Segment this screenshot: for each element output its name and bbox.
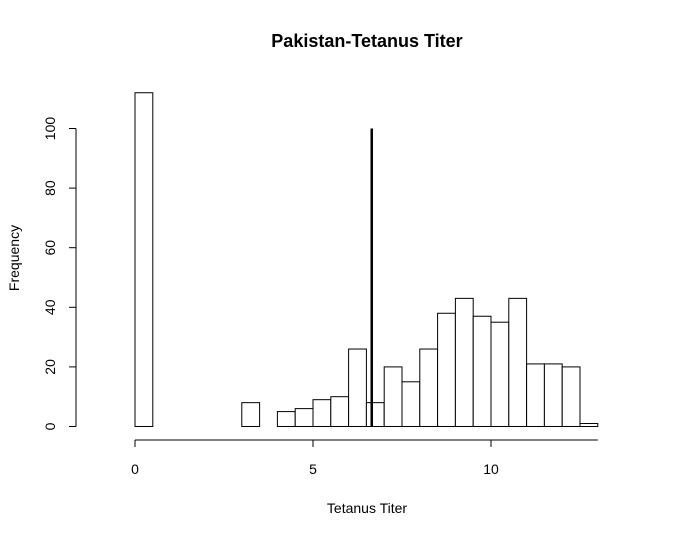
x-tick-label: 5 — [309, 461, 317, 477]
y-tick-label: 100 — [42, 117, 58, 141]
histogram-bar — [383, 366, 403, 427]
bars-group — [134, 92, 599, 428]
histogram-bar — [294, 408, 314, 427]
histogram-bar — [508, 297, 528, 427]
histogram-bar — [526, 363, 545, 428]
x-tick-label: 10 — [483, 461, 499, 477]
histogram-bar — [543, 363, 563, 428]
histogram-bar — [454, 297, 474, 427]
y-tick-label: 20 — [42, 359, 58, 375]
histogram-bar — [276, 411, 296, 428]
histogram-bar — [490, 321, 510, 428]
y-tick-label: 60 — [42, 240, 58, 256]
y-tick-label: 0 — [42, 422, 58, 430]
y-tick-label: 40 — [42, 299, 58, 315]
x-axis: 0 5 10 — [131, 439, 598, 477]
histogram-bar — [312, 399, 332, 427]
x-axis-label: Tetanus Titer — [327, 500, 407, 516]
y-axis: 0 20 40 60 80 100 — [42, 117, 77, 430]
histogram-bar — [437, 312, 456, 428]
histogram-bar — [419, 348, 439, 427]
y-tick-label: 80 — [42, 180, 58, 196]
histogram-bar — [561, 366, 581, 427]
histogram-bar — [365, 402, 385, 428]
histogram-bar — [401, 381, 421, 427]
chart-title: Pakistan-Tetanus Titer — [271, 31, 462, 51]
y-axis-label: Frequency — [6, 225, 22, 291]
histogram-bar — [472, 315, 492, 427]
x-tick-label: 0 — [131, 461, 139, 477]
histogram-bar — [241, 402, 261, 428]
histogram-bar — [134, 92, 154, 428]
histogram-bar — [579, 423, 599, 427]
histogram-bar — [330, 396, 350, 428]
histogram-bar — [348, 348, 367, 427]
